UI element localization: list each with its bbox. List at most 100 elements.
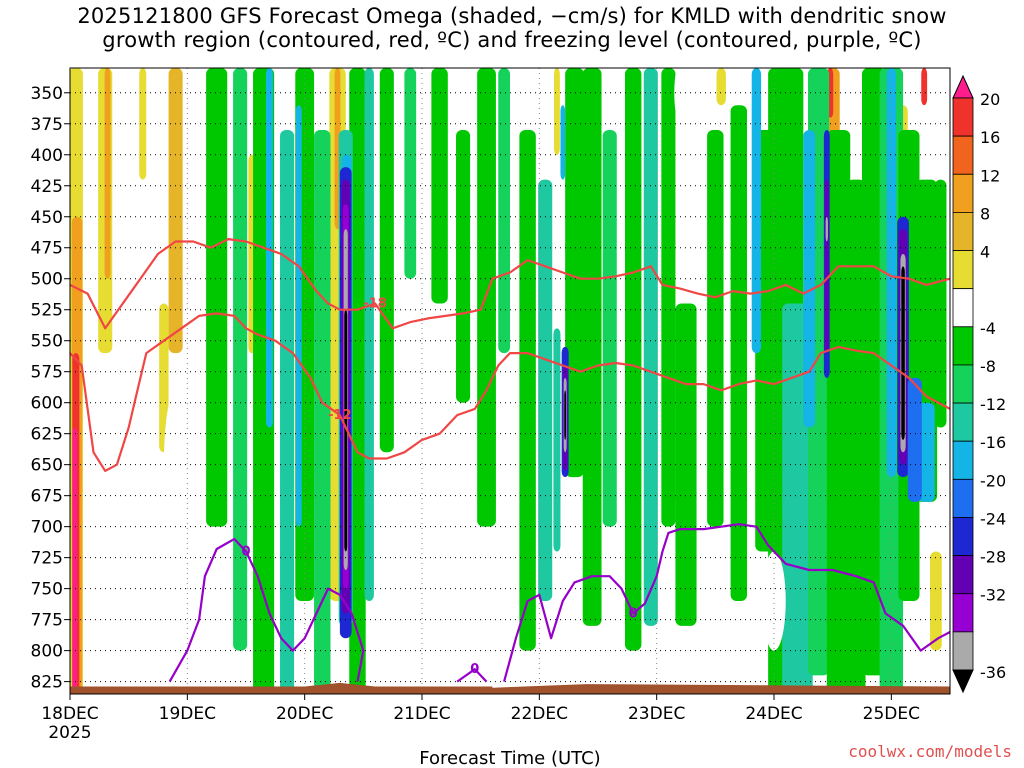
x-tick-label: 22DEC	[511, 704, 568, 724]
plot-frame	[69, 67, 951, 695]
y-tick-label: 650	[31, 456, 63, 476]
colorbar-tick-label: -20	[980, 471, 1006, 490]
freezing-level-contour-label: 0	[470, 662, 479, 677]
colorbar-tick-label: -36	[980, 663, 1006, 682]
omega-shade-cell	[675, 303, 697, 626]
colorbar-swatch	[952, 593, 974, 633]
omega-shade-cell	[314, 129, 331, 694]
colorbar-tick-label: 20	[980, 90, 1000, 109]
omega-shade-cell	[416, 390, 452, 540]
y-tick-label: 375	[31, 115, 63, 135]
dgz-contour	[70, 312, 950, 472]
y-tick-label: 775	[31, 611, 63, 631]
omega-shade-cell	[379, 68, 394, 453]
omega-shade-cell	[560, 105, 566, 180]
colorbar-swatch	[952, 364, 974, 404]
colorbar-swatch	[952, 211, 974, 251]
terrain-surface	[70, 682, 950, 694]
omega-shade-cell	[233, 68, 248, 651]
colorbar-swatch	[952, 97, 974, 137]
colorbar-tick-label: -12	[980, 395, 1006, 414]
y-tick-label: 725	[31, 549, 63, 569]
omega-shade-cell	[730, 105, 748, 602]
omega-shade-cell	[803, 129, 816, 428]
freezing-level-contour	[503, 523, 950, 682]
dgz-contour	[70, 238, 950, 330]
omega-shade-cell	[907, 377, 922, 502]
y-tick-label: 425	[31, 177, 63, 197]
colorbar-cap-bottom	[952, 669, 974, 694]
colorbar-tick-label: -16	[980, 433, 1006, 452]
y-tick-label: 600	[31, 394, 63, 414]
dgz-contour-label: -18	[363, 297, 387, 312]
dgz-contour-label: -12	[328, 408, 352, 423]
omega-shade-cell	[364, 68, 374, 602]
y-tick-label: 575	[31, 363, 63, 383]
y-tick-label: 525	[31, 301, 63, 321]
y-tick-label: 700	[31, 518, 63, 538]
omega-shade-cell	[707, 129, 724, 527]
omega-shade-cell	[519, 129, 536, 651]
omega-shade-cell	[918, 402, 935, 502]
y-tick-label: 475	[31, 239, 63, 259]
chart-title: 2025121800 GFS Forecast Omega (shaded, −…	[0, 4, 1024, 52]
contour-lines	[70, 238, 950, 683]
x-tick-label: 19DEC	[159, 704, 216, 724]
omega-shade-cell	[886, 68, 897, 478]
omega-shade-cell	[456, 129, 471, 403]
omega-shade-cell	[139, 68, 147, 180]
omega-shade-cell	[934, 179, 947, 428]
omega-shade-cell	[602, 129, 617, 527]
y-tick-label: 550	[31, 332, 63, 352]
colorbar-swatch	[952, 478, 974, 518]
y-tick-label: 625	[31, 425, 63, 445]
contour-labels: -18 -12 0 0 0	[241, 297, 637, 678]
colorbar-tick-label: -24	[980, 509, 1006, 528]
colorbar-swatch	[952, 517, 974, 557]
colorbar-cap-top	[952, 74, 974, 99]
omega-shade-cell	[661, 68, 676, 527]
colorbar-swatch	[952, 631, 974, 671]
colorbar-swatch	[952, 440, 974, 480]
x-axis-label: Forecast Time (UTC)	[419, 748, 600, 768]
omega-shade-cell	[930, 551, 942, 651]
x-tick-label: 18DEC	[41, 704, 98, 724]
omega-shade-cell	[762, 551, 786, 651]
freezing-level-contour	[456, 668, 488, 683]
colorbar-tick-label: -32	[980, 586, 1006, 605]
omega-shade-cell	[498, 68, 510, 354]
y-tick-label: 800	[31, 642, 63, 662]
y-tick-label: 450	[31, 208, 63, 228]
freezing-level-contour	[168, 537, 365, 683]
terrain-strip	[70, 682, 950, 694]
omega-shade-cell	[104, 68, 111, 279]
omega-shade-cell	[751, 68, 762, 354]
colorbar-swatch	[952, 326, 974, 366]
x-tick-label: 21DEC	[393, 704, 450, 724]
omega-shade-cell	[295, 105, 302, 527]
colorbar-tick-label: -8	[980, 357, 996, 376]
omega-shade-cell	[846, 179, 866, 694]
y-tick-label: 825	[31, 673, 63, 693]
y-tick-label: 675	[31, 487, 63, 507]
colorbar-tick-label: -28	[980, 548, 1006, 567]
colorbar-tick-label: -4	[980, 319, 996, 338]
colorbar: 20 16 12 8 4 -4 -8 -12 -16 -20 -24 -28 -32 -36	[952, 74, 1006, 694]
chart-title-line-1: 2025121800 GFS Forecast Omega (shaded, −…	[77, 4, 947, 28]
omega-shade-cell	[431, 68, 448, 304]
chart-title-line-2: growth region (contoured, red, ºC) and f…	[102, 28, 922, 52]
x-tick-label: 24DEC	[745, 704, 802, 724]
omega-shade-cell	[921, 68, 928, 106]
omega-shade-cell	[565, 68, 584, 478]
colorbar-tick-label: 4	[980, 243, 990, 262]
y-tick-label: 750	[31, 580, 63, 600]
omega-shade-cell	[825, 216, 828, 242]
omega-shade-cell	[901, 266, 905, 440]
colorbar-swatch	[952, 555, 974, 595]
y-tick-label: 350	[31, 84, 63, 104]
omega-shade-cell	[206, 68, 228, 527]
omega-shade-cell	[824, 179, 829, 354]
omega-shade-cell	[159, 303, 169, 453]
